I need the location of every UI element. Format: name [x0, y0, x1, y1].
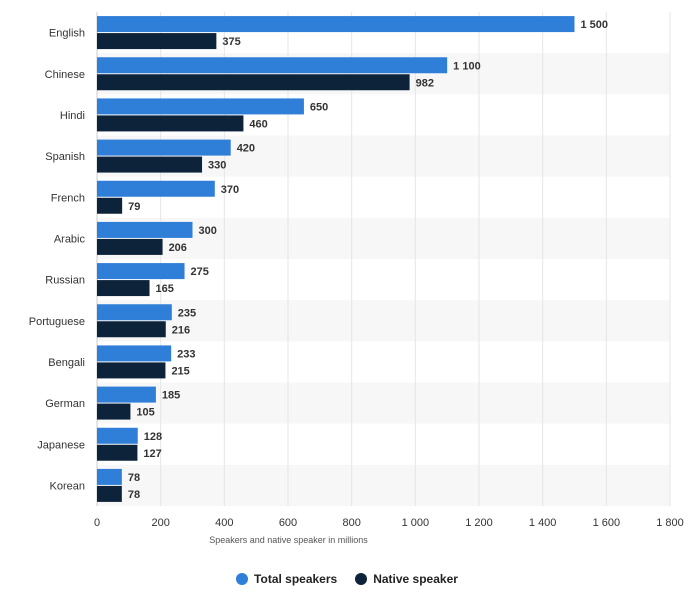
data-label-total: 650 [310, 101, 328, 113]
x-tick-label: 600 [279, 517, 297, 529]
category-label: Japanese [37, 439, 85, 451]
legend-marker-total [236, 573, 249, 585]
bars [97, 16, 575, 502]
row-band [97, 464, 670, 506]
legend-marker-native [355, 573, 368, 585]
row-bands [97, 53, 670, 506]
bar-native-speaker [97, 238, 163, 255]
category-label: Spanish [45, 151, 85, 163]
x-axis-title: Speakers and native speaker in millions [209, 535, 368, 545]
data-labels: 1 500 375 1 100 982 650 460 420 330 370 79 300 206 2… [128, 19, 608, 501]
bar-total-speakers [97, 386, 156, 403]
data-label-total: 370 [221, 184, 239, 196]
category-label: Russian [45, 275, 85, 287]
bar-total-speakers [97, 98, 304, 115]
x-tick-label: 0 [94, 517, 100, 529]
category-label: Chinese [45, 69, 85, 81]
bar-total-speakers [97, 221, 193, 238]
data-label-total: 235 [178, 307, 196, 319]
data-label-total: 1 500 [581, 19, 609, 31]
data-label-total: 275 [191, 266, 209, 278]
row-band [97, 382, 670, 424]
x-tick-label: 800 [342, 517, 360, 529]
category-labels: English Chinese Hindi Spanish French Arabic Ru… [29, 28, 86, 493]
bar-native-speaker [97, 362, 166, 379]
data-label-native: 165 [156, 283, 174, 295]
data-label-native: 330 [208, 160, 226, 172]
data-label-total: 1 100 [453, 60, 481, 72]
bar-native-speaker [97, 115, 244, 132]
x-tick-label: 200 [151, 517, 169, 529]
data-label-native: 215 [171, 365, 189, 377]
data-label-native: 982 [416, 77, 434, 89]
data-label-native: 79 [128, 201, 140, 213]
bar-total-speakers [97, 427, 138, 444]
data-label-total: 128 [144, 431, 162, 443]
bar-total-speakers [97, 468, 122, 485]
bar-native-speaker [97, 403, 131, 420]
legend: Total speakers Native speaker [0, 572, 694, 586]
bar-total-speakers [97, 263, 185, 280]
gridlines [96, 12, 671, 506]
bar-chart: English Chinese Hindi Spanish French Arabic Ru… [29, 12, 684, 545]
bar-native-speaker [97, 444, 138, 461]
bar-total-speakers [97, 180, 215, 197]
data-label-total: 78 [128, 472, 140, 484]
x-tick-label: 1 400 [529, 517, 557, 529]
data-label-native: 105 [136, 407, 154, 419]
data-label-total: 233 [177, 348, 195, 360]
data-label-native: 460 [249, 118, 267, 130]
bar-native-speaker [97, 280, 150, 297]
bar-total-speakers [97, 345, 172, 362]
x-tick-label: 1 000 [402, 517, 430, 529]
bar-total-speakers [97, 57, 448, 74]
x-tick-label: 1 200 [465, 517, 493, 529]
legend-item-native[interactable]: Native speaker [355, 572, 458, 586]
data-label-native: 375 [222, 36, 240, 48]
category-label: Hindi [60, 110, 85, 122]
category-label: Portuguese [29, 316, 85, 328]
bar-total-speakers [97, 16, 575, 33]
bar-total-speakers [97, 304, 172, 321]
category-label: English [49, 28, 85, 40]
data-label-total: 300 [199, 225, 217, 237]
x-tick-labels: 0 200 400 600 800 1 000 1 200 1 400 1 600 1 800 [94, 517, 684, 529]
legend-item-total[interactable]: Total speakers [236, 572, 337, 586]
bar-native-speaker [97, 485, 122, 502]
category-label: French [51, 192, 85, 204]
bar-total-speakers [97, 139, 231, 156]
x-tick-label: 400 [215, 517, 233, 529]
x-tick-label: 1 600 [593, 517, 621, 529]
bar-native-speaker [97, 321, 166, 338]
data-label-total: 185 [162, 390, 180, 402]
data-label-native: 127 [143, 448, 161, 460]
category-label: German [45, 398, 85, 410]
legend-label-total: Total speakers [254, 572, 338, 586]
category-label: Arabic [54, 233, 86, 245]
category-label: Bengali [48, 357, 85, 369]
category-label: Korean [50, 480, 85, 492]
row-band [97, 300, 670, 342]
data-label-total: 420 [237, 143, 255, 155]
data-label-native: 206 [169, 242, 187, 254]
legend-label-native: Native speaker [373, 572, 458, 586]
data-label-native: 78 [128, 489, 140, 501]
x-tick-label: 1 800 [656, 517, 684, 529]
bar-native-speaker [97, 33, 217, 50]
bar-native-speaker [97, 74, 410, 91]
data-label-native: 216 [172, 324, 190, 336]
bar-native-speaker [97, 156, 203, 173]
bar-native-speaker [97, 197, 123, 214]
